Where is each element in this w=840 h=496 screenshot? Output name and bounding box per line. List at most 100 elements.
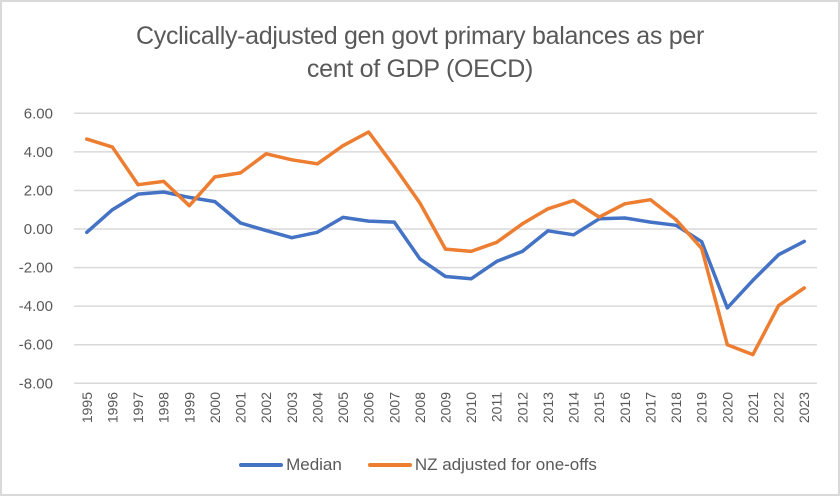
median-point-1997[interactable]: [136, 192, 140, 196]
median-point-2014[interactable]: [572, 233, 576, 237]
nz-adjusted-point-2017[interactable]: [648, 198, 653, 202]
nz-adjusted-point-2007[interactable]: [392, 164, 396, 169]
median-point-2019[interactable]: [700, 240, 704, 244]
median-point-1999[interactable]: [187, 195, 191, 199]
y-tick-label: 6.00: [24, 105, 53, 122]
legend-item-median[interactable]: Median: [239, 455, 342, 475]
nz-adjusted-point-2009[interactable]: [443, 247, 448, 251]
nz-adjusted-point-2021[interactable]: [751, 352, 755, 357]
nz-adjusted-point-2020[interactable]: [725, 343, 729, 347]
x-axis-ticks: 1995 1996 1997 1998 1999 2000 2001 2002 2003 2004…: [79, 392, 812, 423]
median-point-2018[interactable]: [674, 223, 678, 227]
nz-adjusted-point-2013[interactable]: [546, 207, 550, 211]
nz-adjusted-point-2000[interactable]: [213, 175, 217, 179]
x-tick-label: 2010: [463, 392, 479, 423]
legend: Median NZ adjusted for one-offs: [0, 453, 836, 477]
median-point-2013[interactable]: [546, 229, 550, 233]
legend-item-nz-adjusted[interactable]: NZ adjusted for one-offs: [367, 455, 597, 475]
x-tick-label: 2008: [412, 392, 428, 423]
x-tick-label: 2017: [642, 392, 658, 423]
median-point-2017[interactable]: [648, 220, 653, 224]
x-tick-label: 2016: [617, 392, 633, 423]
median-point-2016[interactable]: [623, 216, 627, 220]
x-tick-label: 2001: [233, 392, 249, 423]
median-point-2009[interactable]: [443, 274, 448, 279]
median-point-2007[interactable]: [392, 220, 396, 224]
nz-adjusted-point-1995[interactable]: [85, 137, 89, 141]
nz-adjusted-point-1996[interactable]: [110, 145, 115, 149]
median-point-2000[interactable]: [213, 200, 217, 204]
median-point-2002[interactable]: [264, 228, 268, 233]
median-point-2011[interactable]: [495, 259, 499, 264]
series-line-nz-adjusted[interactable]: [85, 130, 806, 357]
nz-adjusted-point-2008[interactable]: [418, 201, 422, 205]
x-tick-label: 2020: [719, 392, 735, 423]
gridlines: [74, 112, 817, 385]
x-tick-label: 2000: [207, 392, 223, 423]
x-tick-label: 2006: [361, 392, 377, 423]
median-point-2020[interactable]: [725, 306, 729, 310]
nz-adjusted-point-2016[interactable]: [623, 202, 627, 206]
nz-adjusted-point-2001[interactable]: [238, 171, 243, 175]
series-lines: [85, 130, 806, 357]
y-tick-label: -6.00: [19, 337, 53, 354]
y-tick-label: -2.00: [19, 260, 53, 277]
median-point-2023[interactable]: [802, 239, 806, 243]
nz-adjusted-point-2003[interactable]: [290, 158, 294, 162]
nz-adjusted-point-2005[interactable]: [341, 144, 345, 148]
median-point-2003[interactable]: [290, 236, 294, 240]
median-point-2005[interactable]: [341, 215, 345, 220]
median-point-2021[interactable]: [751, 278, 755, 282]
nz-adjusted-point-2022[interactable]: [776, 303, 781, 308]
y-tick-label: -8.00: [19, 375, 53, 392]
legend-swatch-nz-adjusted: [367, 463, 412, 467]
x-tick-label: 2003: [284, 392, 300, 423]
y-tick-label: 0.00: [24, 221, 53, 238]
nz-adjusted-point-2004[interactable]: [315, 162, 319, 166]
x-tick-label: 1999: [181, 392, 197, 423]
chart-title-line-1: Cyclically-adjusted gen govt primary bal…: [135, 22, 704, 50]
nz-adjusted-point-2019[interactable]: [700, 246, 704, 251]
x-tick-label: 2005: [335, 392, 351, 423]
x-tick-label: 2015: [591, 392, 607, 423]
y-tick-label: 2.00: [24, 182, 53, 199]
median-point-2006[interactable]: [367, 219, 371, 223]
y-tick-label: -4.00: [19, 298, 53, 315]
nz-adjusted-point-2018[interactable]: [674, 218, 678, 222]
median-point-1996[interactable]: [110, 208, 115, 212]
nz-adjusted-point-2006[interactable]: [367, 130, 371, 134]
median-point-1998[interactable]: [162, 190, 166, 194]
median-point-1995[interactable]: [85, 230, 89, 234]
x-tick-label: 1998: [156, 392, 172, 423]
x-tick-label: 2022: [771, 392, 787, 423]
nz-adjusted-point-2015[interactable]: [597, 215, 601, 219]
median-point-2004[interactable]: [315, 230, 319, 234]
legend-swatch-median: [239, 463, 284, 467]
x-tick-label: 2011: [489, 392, 505, 422]
nz-adjusted-point-2012[interactable]: [520, 222, 524, 226]
median-point-2022[interactable]: [776, 253, 781, 257]
nz-adjusted-point-1997[interactable]: [136, 183, 140, 187]
median-point-2012[interactable]: [520, 249, 524, 253]
x-tick-label: 2023: [796, 392, 812, 423]
nz-adjusted-point-2010[interactable]: [469, 249, 473, 253]
nz-adjusted-point-1998[interactable]: [162, 179, 166, 183]
nz-adjusted-point-2014[interactable]: [572, 198, 576, 203]
x-tick-label: 2004: [309, 392, 325, 423]
x-tick-label: 2019: [694, 392, 710, 423]
legend-label-median: Median: [286, 455, 342, 474]
chart-title: Cyclically-adjusted gen govt primary bal…: [2, 20, 838, 86]
chart-title-line-2: cent of GDP (OECD): [306, 55, 534, 83]
nz-adjusted-point-2002[interactable]: [264, 152, 268, 156]
x-tick-label: 2013: [540, 392, 556, 423]
x-tick-label: 1997: [130, 392, 146, 423]
median-point-2001[interactable]: [238, 221, 243, 225]
nz-adjusted-point-2023[interactable]: [802, 286, 806, 290]
x-tick-label: 2014: [566, 392, 582, 423]
nz-adjusted-point-2011[interactable]: [495, 240, 499, 244]
nz-adjusted-point-1999[interactable]: [187, 204, 191, 208]
median-point-2008[interactable]: [418, 257, 422, 261]
x-tick-label: 1996: [104, 392, 120, 423]
median-point-2010[interactable]: [469, 277, 473, 281]
